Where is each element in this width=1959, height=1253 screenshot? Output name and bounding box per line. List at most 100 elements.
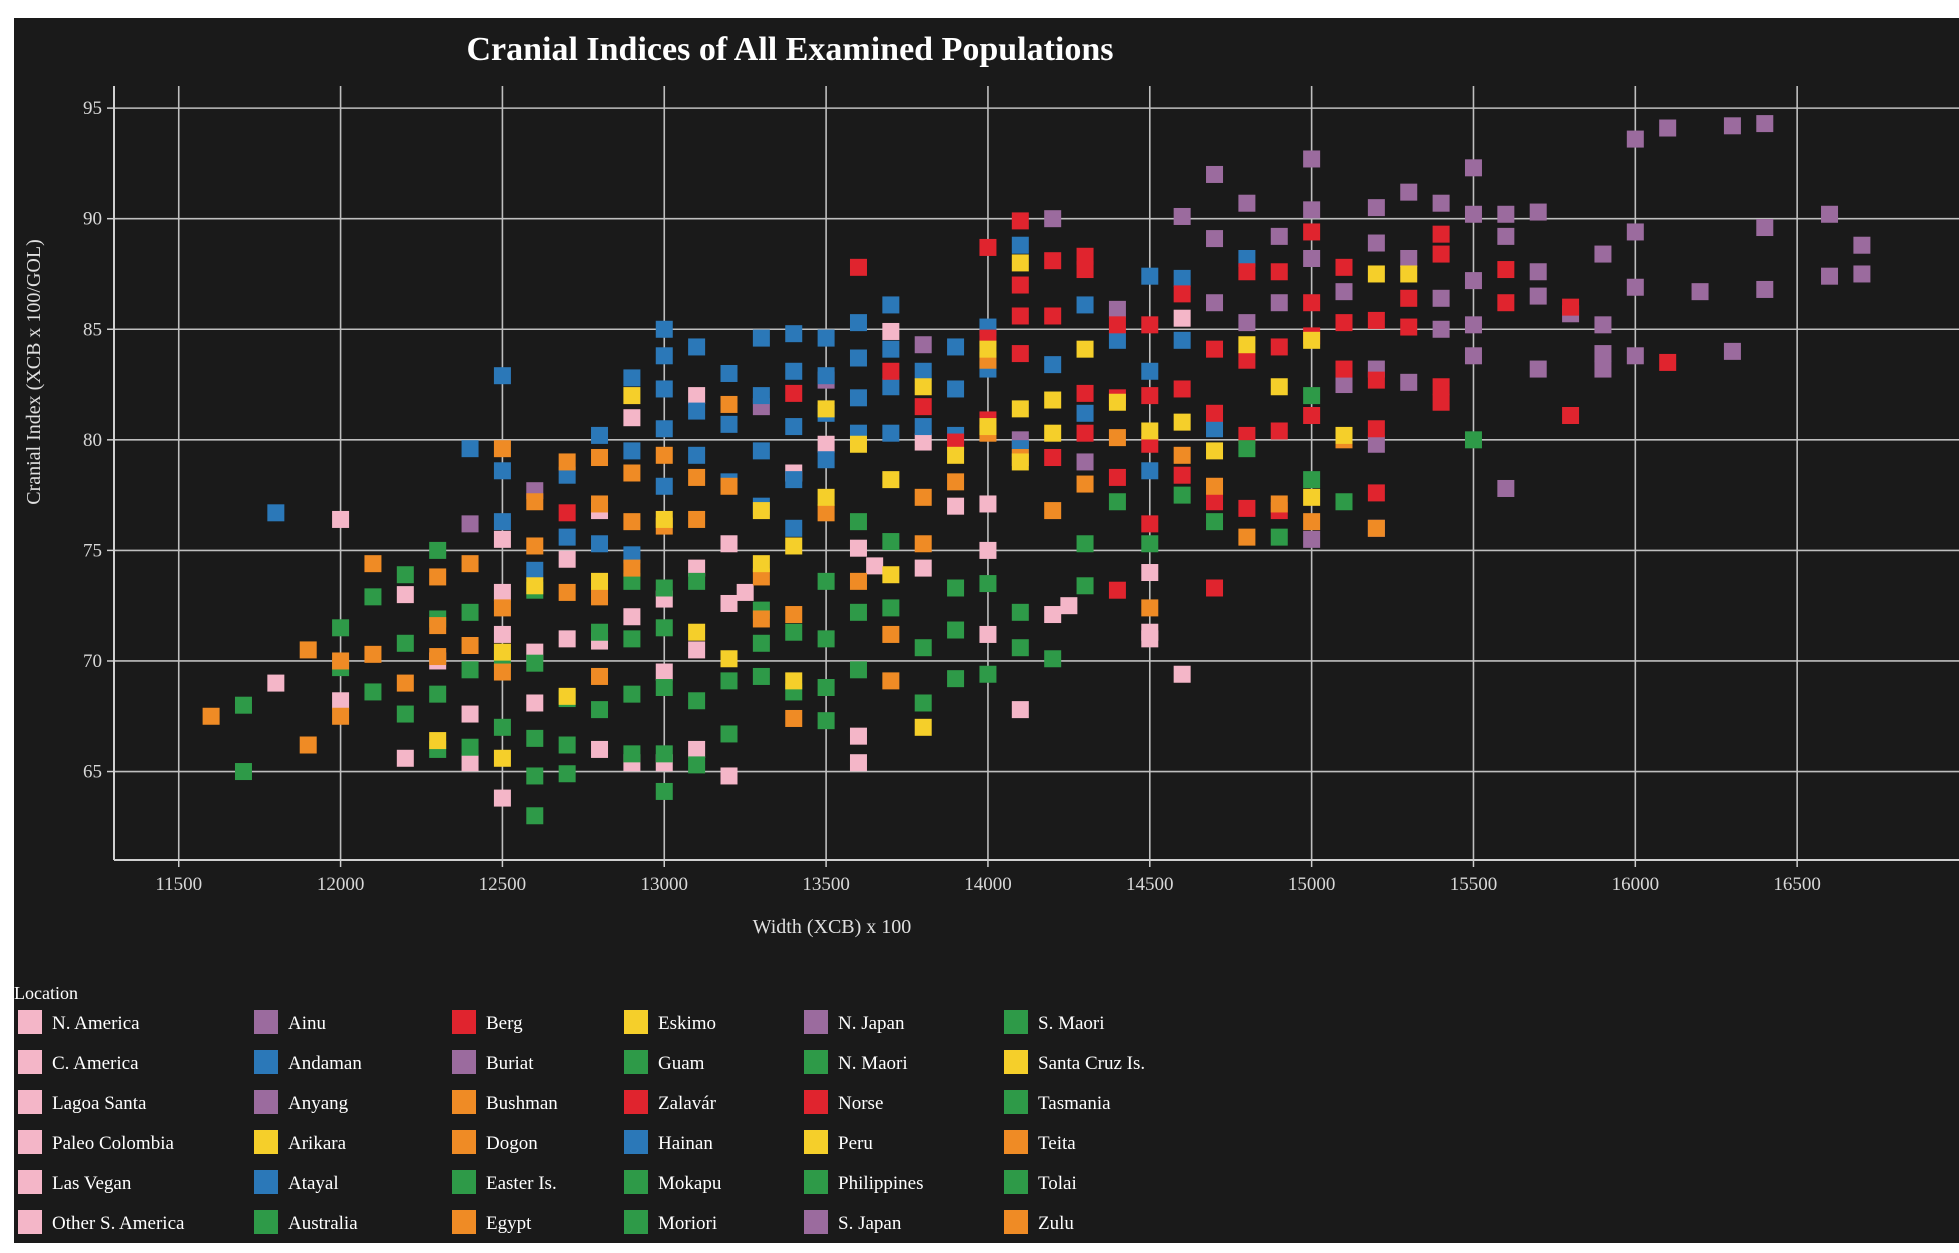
data-point bbox=[1335, 283, 1353, 301]
data-point bbox=[785, 537, 803, 555]
legend-swatch bbox=[1004, 1010, 1028, 1034]
data-point bbox=[1044, 307, 1062, 325]
data-point bbox=[1432, 194, 1450, 212]
data-point bbox=[1108, 331, 1126, 349]
data-point bbox=[591, 588, 609, 606]
data-point bbox=[1432, 393, 1450, 411]
legend-item: Tasmania bbox=[1004, 1090, 1111, 1114]
data-point bbox=[1206, 579, 1224, 597]
data-point bbox=[1335, 493, 1353, 511]
data-point bbox=[1497, 227, 1515, 245]
data-point bbox=[364, 645, 382, 663]
data-point bbox=[1238, 440, 1256, 458]
data-point bbox=[849, 661, 867, 679]
legend-item: S. Maori bbox=[1004, 1010, 1105, 1034]
data-point bbox=[1173, 207, 1191, 225]
data-point bbox=[1303, 387, 1321, 405]
data-point bbox=[1108, 468, 1126, 486]
data-point bbox=[299, 736, 317, 754]
legend-item: Bushman bbox=[452, 1090, 558, 1114]
data-point bbox=[1270, 263, 1288, 281]
data-point bbox=[526, 537, 544, 555]
data-point bbox=[1562, 298, 1580, 316]
data-point bbox=[817, 400, 835, 418]
legend-item: Zalavár bbox=[624, 1090, 717, 1114]
legend-item: Las Vegan bbox=[18, 1170, 132, 1194]
data-point bbox=[1659, 119, 1677, 137]
data-point bbox=[558, 630, 576, 648]
legend-swatch bbox=[1004, 1090, 1028, 1114]
data-point bbox=[1108, 493, 1126, 511]
x-tick-label: 12000 bbox=[317, 874, 365, 895]
y-tick-label: 95 bbox=[83, 98, 102, 119]
data-point bbox=[1594, 360, 1612, 378]
data-point bbox=[720, 535, 738, 553]
x-tick-label: 13500 bbox=[802, 874, 850, 895]
data-point bbox=[461, 705, 479, 723]
y-axis-label: Cranial Index (XCB x 100/GOL) bbox=[23, 239, 45, 505]
data-point bbox=[882, 340, 900, 358]
legend-swatch bbox=[18, 1130, 42, 1154]
data-point bbox=[947, 380, 965, 398]
data-point bbox=[429, 732, 447, 750]
legend-swatch bbox=[804, 1050, 828, 1074]
data-point bbox=[1011, 236, 1029, 254]
data-point bbox=[1626, 347, 1644, 365]
data-point bbox=[914, 694, 932, 712]
data-point bbox=[1691, 283, 1709, 301]
data-point bbox=[1367, 371, 1385, 389]
data-point bbox=[623, 572, 641, 590]
data-point bbox=[1335, 376, 1353, 394]
data-point bbox=[623, 546, 641, 564]
y-tick-label: 90 bbox=[83, 209, 102, 230]
data-point bbox=[558, 466, 576, 484]
data-point bbox=[1497, 294, 1515, 312]
data-point bbox=[1303, 294, 1321, 312]
data-point bbox=[785, 325, 803, 343]
x-tick-label: 12500 bbox=[479, 874, 527, 895]
data-point bbox=[1464, 272, 1482, 290]
data-point bbox=[623, 369, 641, 387]
data-point bbox=[979, 541, 997, 559]
data-point bbox=[1238, 194, 1256, 212]
data-point bbox=[396, 586, 414, 604]
chart-title: Cranial Indices of All Examined Populati… bbox=[466, 31, 1113, 68]
data-point bbox=[526, 577, 544, 595]
data-point bbox=[1270, 378, 1288, 396]
data-point bbox=[461, 754, 479, 772]
data-point bbox=[688, 641, 706, 659]
data-point bbox=[817, 367, 835, 385]
data-point bbox=[1529, 360, 1547, 378]
data-point bbox=[1108, 429, 1126, 447]
data-point bbox=[1529, 263, 1547, 281]
legend-label: Philippines bbox=[838, 1173, 924, 1194]
x-tick-label: 13000 bbox=[641, 874, 689, 895]
data-point bbox=[526, 561, 544, 579]
data-point bbox=[1303, 488, 1321, 506]
y-axis-ticks: 65 70 75 80 85 90 95 bbox=[83, 98, 114, 783]
data-point bbox=[396, 749, 414, 767]
data-point bbox=[429, 617, 447, 635]
data-point bbox=[1432, 320, 1450, 338]
data-point bbox=[1238, 336, 1256, 354]
legend-item: Australia bbox=[254, 1210, 358, 1234]
data-point bbox=[591, 449, 609, 467]
data-point bbox=[1400, 318, 1418, 336]
legend-item: Eskimo bbox=[624, 1010, 716, 1034]
data-point bbox=[493, 513, 511, 531]
data-point bbox=[785, 606, 803, 624]
data-point bbox=[461, 661, 479, 679]
data-point bbox=[655, 320, 673, 338]
data-point bbox=[752, 502, 770, 520]
data-point bbox=[1821, 267, 1839, 285]
legend-item: Mokapu bbox=[624, 1170, 722, 1194]
data-point bbox=[655, 420, 673, 438]
data-point bbox=[720, 767, 738, 785]
legend-item: Berg bbox=[452, 1010, 523, 1034]
data-point bbox=[1173, 269, 1191, 287]
data-point bbox=[914, 559, 932, 577]
legend-label: Santa Cruz Is. bbox=[1038, 1053, 1145, 1074]
data-point bbox=[849, 513, 867, 531]
data-point bbox=[979, 495, 997, 513]
data-point bbox=[1335, 314, 1353, 332]
